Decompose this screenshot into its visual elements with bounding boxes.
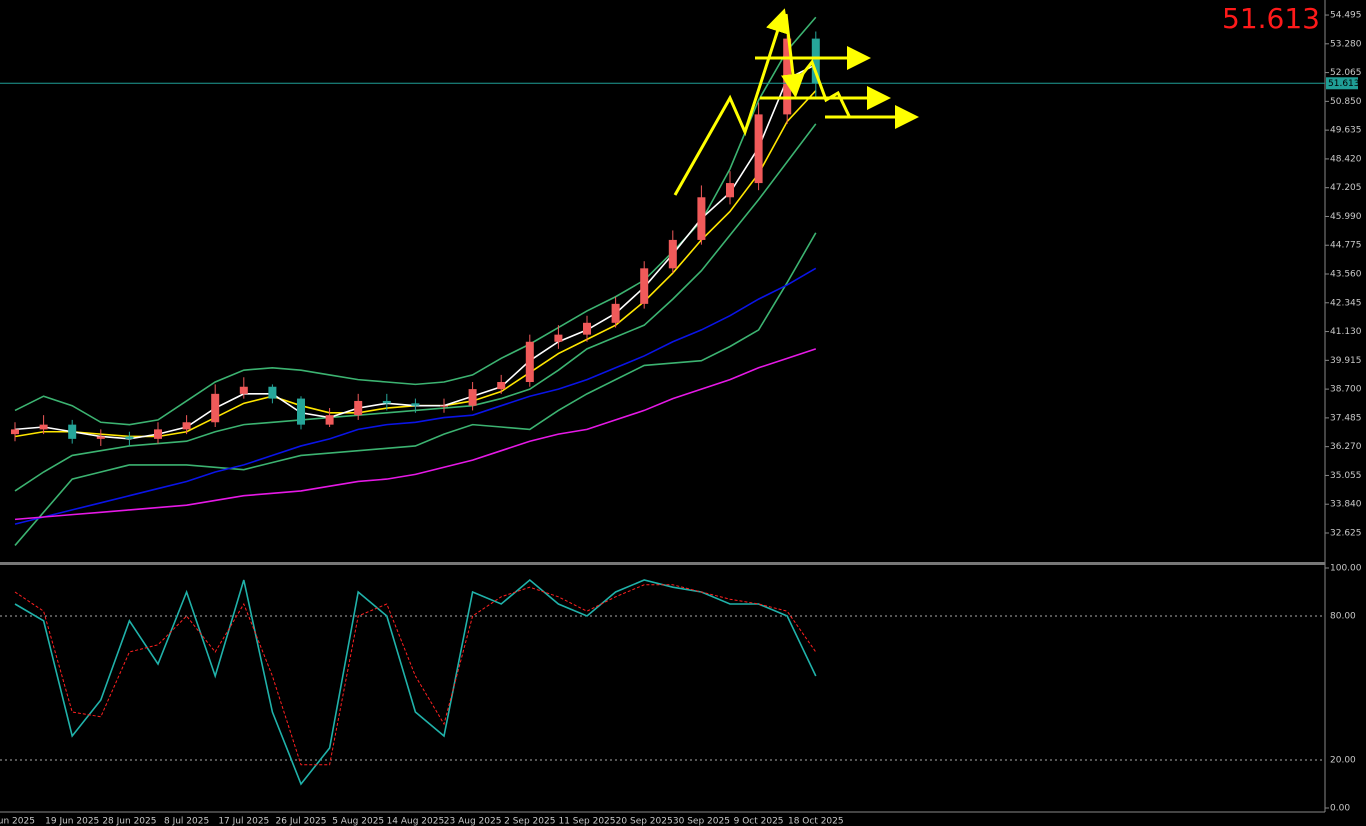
candle-body: [354, 400, 363, 416]
y-tick-label: 32.625: [1330, 528, 1362, 538]
x-tick-label: 5 Aug 2025: [332, 817, 384, 826]
y-tick-label: 0.00: [1330, 804, 1350, 814]
y-tick-label: 43.560: [1330, 270, 1362, 280]
y-tick-label: 44.775: [1330, 241, 1362, 251]
x-tick-label: 8 Jul 2025: [164, 817, 209, 826]
y-tick-label: 54.495: [1330, 11, 1362, 21]
candle-body: [211, 393, 220, 423]
y-tick-label: 80.00: [1330, 612, 1356, 622]
y-tick-label: 33.840: [1330, 500, 1362, 510]
candle-body: [125, 436, 134, 439]
plot: 32.625 33.840 35.055 36.270 37.485 38.700 39.9…: [0, 11, 1362, 826]
y-tick-label: 49.635: [1330, 126, 1362, 136]
x-tick-label: 14 Aug 2025: [387, 817, 445, 826]
candle-body: [239, 386, 248, 394]
zigzag: [796, 58, 852, 119]
candle-body: [668, 239, 677, 269]
y-tick-label: 42.345: [1330, 298, 1362, 308]
y-tick-label: 52.065: [1330, 68, 1362, 78]
y-tick-label: 20.00: [1330, 756, 1356, 766]
candle-body: [96, 436, 105, 439]
x-tick-label: 28 Jun 2025: [102, 817, 156, 826]
candle-body: [611, 303, 620, 323]
x-tick-label: Jun 2025: [0, 817, 35, 826]
indicator-line: [14, 232, 817, 546]
indicator-line: [14, 267, 817, 525]
candle-body: [325, 415, 334, 425]
x-tick-label: 23 Aug 2025: [444, 817, 502, 826]
candle-body: [583, 322, 591, 335]
y-tick-label: 45.990: [1330, 212, 1362, 222]
last-price-label: 51.613: [1328, 79, 1360, 89]
y-tick-label: 53.280: [1330, 39, 1362, 49]
y-tick-label: 37.485: [1330, 413, 1362, 423]
candle-body: [182, 422, 191, 430]
x-tick-label: 9 Oct 2025: [734, 817, 784, 826]
y-tick-label: 41.130: [1330, 327, 1362, 337]
candle-body: [382, 400, 391, 404]
candle-body: [68, 424, 77, 439]
candle-body: [754, 114, 763, 184]
candle-body: [811, 38, 820, 84]
drop-arrow: [781, 13, 805, 98]
y-tick-label: 38.700: [1330, 385, 1362, 395]
candle-body: [154, 429, 162, 439]
candle-body: [11, 429, 19, 435]
candle-body: [411, 403, 420, 406]
x-tick-label: 26 Jul 2025: [276, 817, 327, 826]
y-tick-label: 100.00: [1330, 564, 1362, 574]
x-tick-label: 20 Sep 2025: [616, 817, 673, 826]
y-tick-label: 50.850: [1330, 97, 1362, 107]
y-tick-label: 35.055: [1330, 471, 1362, 481]
candle-body: [640, 268, 649, 304]
candle-body: [268, 386, 277, 399]
candle-body: [440, 405, 448, 407]
y-tick-label: 48.420: [1330, 154, 1362, 164]
x-tick-label: 30 Sep 2025: [673, 817, 730, 826]
x-tick-label: 18 Oct 2025: [788, 817, 844, 826]
last-price-big: 51.613: [1222, 2, 1320, 35]
y-tick-label: 47.205: [1330, 183, 1362, 193]
y-tick-label: 36.270: [1330, 442, 1362, 452]
candle-body: [726, 183, 734, 198]
candle-body: [554, 334, 563, 342]
x-tick-label: 19 Jun 2025: [45, 817, 99, 826]
annotations: [673, 8, 919, 196]
indicator-line: [14, 348, 817, 521]
last-price-box: [1326, 77, 1358, 90]
candle-body: [297, 398, 305, 425]
candle-body: [468, 389, 477, 406]
pane-separator: [0, 562, 1325, 565]
candle-body: [497, 382, 506, 390]
x-tick-label: 17 Jul 2025: [218, 817, 269, 826]
x-tick-label: 2 Sep 2025: [504, 817, 555, 826]
candle-body: [697, 197, 706, 240]
indicator-line: [14, 578, 817, 786]
candle-body: [39, 424, 48, 430]
y-tick-label: 39.915: [1330, 356, 1362, 366]
candle-body: [525, 341, 534, 383]
trend-arrow: [673, 8, 789, 196]
x-tick-label: 11 Sep 2025: [558, 817, 615, 826]
indicator-line: [14, 584, 817, 766]
